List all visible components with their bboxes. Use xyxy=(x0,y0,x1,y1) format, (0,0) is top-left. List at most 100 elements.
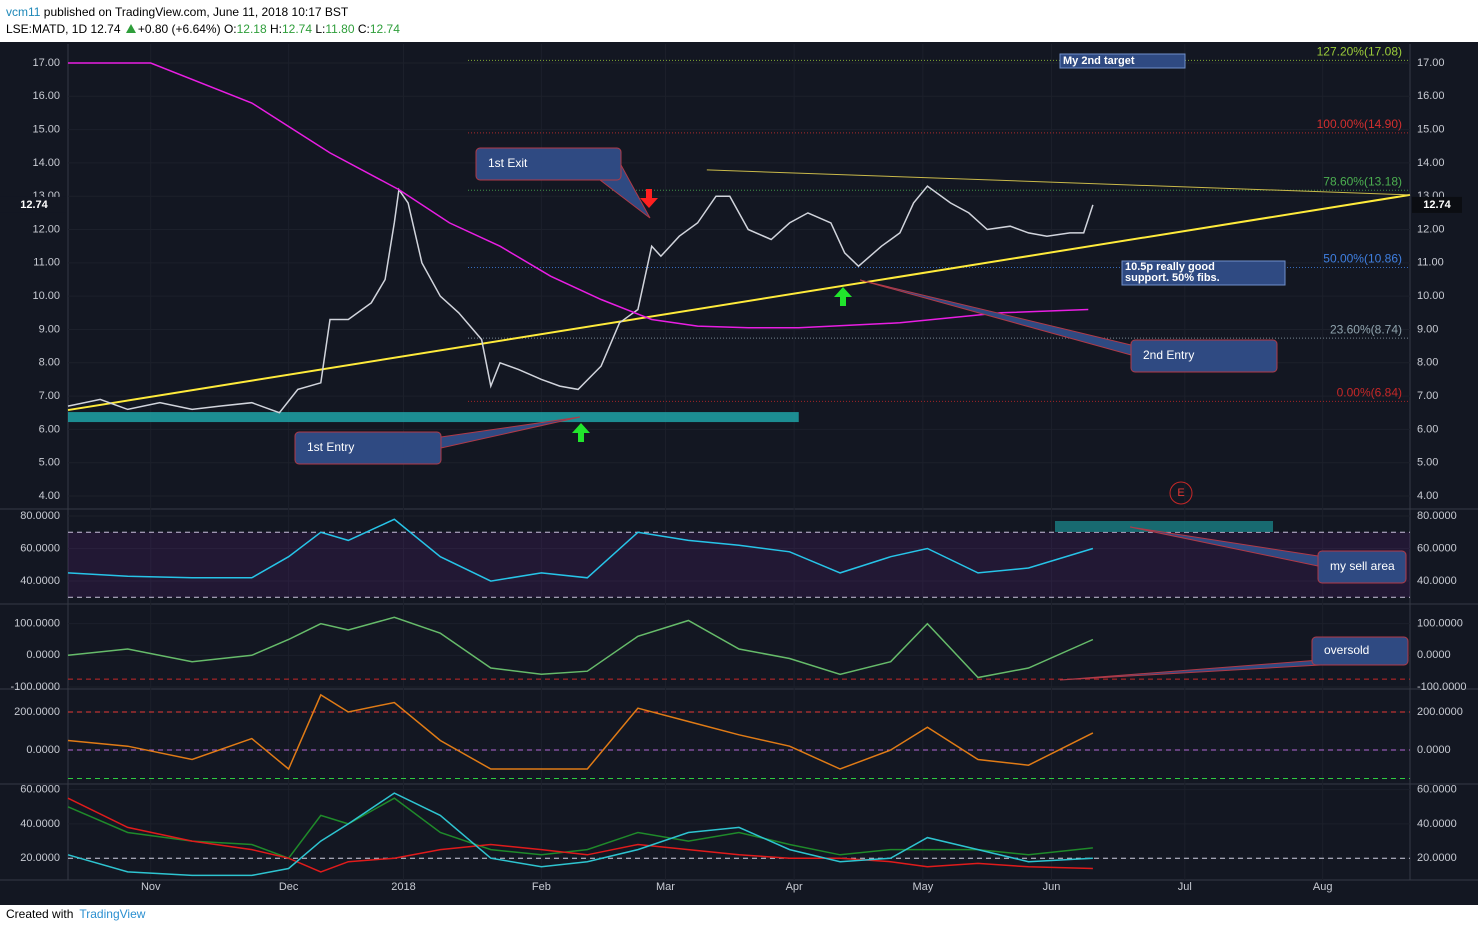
note-text: oversold xyxy=(1324,643,1369,657)
y-tick-label: 6.00 xyxy=(39,423,60,435)
fib-label: 0.00%(6.84) xyxy=(1337,386,1402,400)
y-tick-label: 12.00 xyxy=(1417,223,1445,235)
y-tick-label: 11.00 xyxy=(1417,257,1444,269)
y-tick-label: 80.0000 xyxy=(1417,510,1457,522)
y-tick-label: 80.0000 xyxy=(20,510,60,522)
open-label: O: xyxy=(223,22,237,36)
y-tick-label: 14.00 xyxy=(32,157,60,169)
quote-line: LSE:MATD, 1D 12.74 +0.80 (+6.64%) O:12.1… xyxy=(6,21,400,38)
note-text: my sell area xyxy=(1330,559,1395,573)
y-tick-label: 200.0000 xyxy=(1417,706,1463,718)
close-label: C: xyxy=(357,22,370,36)
y-tick-label: 16.00 xyxy=(32,90,60,102)
y-tick-label: 11.00 xyxy=(33,257,60,269)
y-tick-label: 5.00 xyxy=(39,457,60,469)
note-text: support. 50% fibs. xyxy=(1125,272,1220,284)
created: Created with xyxy=(6,907,74,921)
event-marker xyxy=(1169,481,1193,505)
series-line xyxy=(67,616,1094,679)
note-box xyxy=(1317,550,1407,584)
arrow xyxy=(640,189,658,208)
y-tick-label: -100.0000 xyxy=(1417,681,1467,693)
note-box xyxy=(1130,339,1278,373)
fib-label: 23.60%(8.74) xyxy=(1330,322,1402,336)
last: 12.74 xyxy=(90,22,121,36)
y-tick-label: 40.0000 xyxy=(1417,818,1457,830)
y-tick-label: 0.0000 xyxy=(1417,744,1451,756)
y-tick-label: 9.00 xyxy=(39,323,60,335)
x-tick-label: Jul xyxy=(1178,881,1192,893)
header: vcm11 published on TradingView.com, June… xyxy=(6,4,400,38)
note-box xyxy=(1311,636,1409,666)
up-icon xyxy=(125,24,136,33)
y-tick-label: 20.0000 xyxy=(20,852,60,864)
y-tick-label: 8.00 xyxy=(1417,357,1438,369)
y-tick-label: 0.0000 xyxy=(26,649,60,661)
y-tick-label: 60.0000 xyxy=(1417,542,1457,554)
y-tick-label: 60.0000 xyxy=(20,542,60,554)
y-tick-label: 0.0000 xyxy=(1417,649,1451,661)
y-tick-label: 5.00 xyxy=(1417,457,1438,469)
y-tick-label: 9.00 xyxy=(1417,323,1438,335)
chart-bg xyxy=(0,42,1478,905)
low-label: L: xyxy=(315,22,326,36)
x-tick-label: Feb xyxy=(532,881,551,893)
y-tick-label: 40.0000 xyxy=(1417,575,1457,587)
x-tick-label: Jun xyxy=(1043,881,1061,893)
series-line xyxy=(67,792,1093,877)
y-tick-label: 4.00 xyxy=(1417,490,1438,502)
event-label: E xyxy=(1177,487,1184,499)
note-text: 1st Entry xyxy=(307,440,354,454)
y-tick-label: 200.0000 xyxy=(14,706,60,718)
series-line xyxy=(67,693,1094,771)
y-tick-label: 100.0000 xyxy=(14,618,60,630)
footer: Created with TradingView xyxy=(6,907,145,921)
close: 12.74 xyxy=(369,22,400,36)
rsi-band xyxy=(68,532,1410,598)
note-box xyxy=(475,147,622,181)
brand[interactable]: TradingView xyxy=(79,907,146,921)
y-tick-label: 20.0000 xyxy=(1417,852,1457,864)
note-text: 10.5p really good xyxy=(1125,261,1215,273)
price-tag: 12.74 xyxy=(1423,199,1451,211)
y-tick-label: 10.00 xyxy=(32,290,60,302)
series-line xyxy=(67,185,1094,414)
y-tick-label: 15.00 xyxy=(32,124,60,136)
y-tick-label: 17.00 xyxy=(1417,57,1445,69)
y-tick-label: 6.00 xyxy=(1417,423,1438,435)
x-tick-label: May xyxy=(912,881,933,893)
note-box xyxy=(294,431,442,465)
price-tag-bg xyxy=(1412,196,1462,213)
x-tick-label: Nov xyxy=(141,881,161,893)
sell-zone xyxy=(1055,521,1273,532)
chart: Nov Dec 2018 Feb Mar Apr May Jun Jul Aug 4.00 4.00 5… xyxy=(0,42,1478,905)
high-label: H: xyxy=(269,22,282,36)
y-tick-label: 60.0000 xyxy=(1417,784,1457,796)
support-zone xyxy=(68,412,799,423)
trend-line xyxy=(706,169,1411,196)
x-tick-label: Dec xyxy=(279,881,299,893)
series-line xyxy=(67,518,1094,582)
y-tick-label: 0.0000 xyxy=(26,744,60,756)
price-tag-bg xyxy=(0,196,66,213)
y-tick-label: 100.0000 xyxy=(1417,618,1463,630)
symbol: LSE:MATD, 1D xyxy=(6,22,88,36)
note-box xyxy=(1059,53,1186,69)
y-tick-label: 7.00 xyxy=(1417,390,1438,402)
published: published on TradingView.com, June 11, 2… xyxy=(43,5,349,19)
price-tag: 12.74 xyxy=(20,199,48,211)
author[interactable]: vcm11 xyxy=(6,5,41,19)
note-box xyxy=(1121,260,1286,286)
y-tick-label: 7.00 xyxy=(39,390,60,402)
publish-line: vcm11 published on TradingView.com, June… xyxy=(6,4,400,21)
note-text: 2nd Entry xyxy=(1143,348,1194,362)
y-tick-label: -100.0000 xyxy=(10,681,60,693)
x-tick-label: 2018 xyxy=(391,881,415,893)
x-tick-label: Apr xyxy=(786,881,803,893)
y-tick-label: 17.00 xyxy=(32,57,60,69)
y-tick-label: 60.0000 xyxy=(20,784,60,796)
fib-label: 78.60%(13.18) xyxy=(1323,174,1402,188)
fib-label: 50.00%(10.86) xyxy=(1323,252,1402,266)
arrow xyxy=(572,423,590,442)
open: 12.18 xyxy=(236,22,267,36)
